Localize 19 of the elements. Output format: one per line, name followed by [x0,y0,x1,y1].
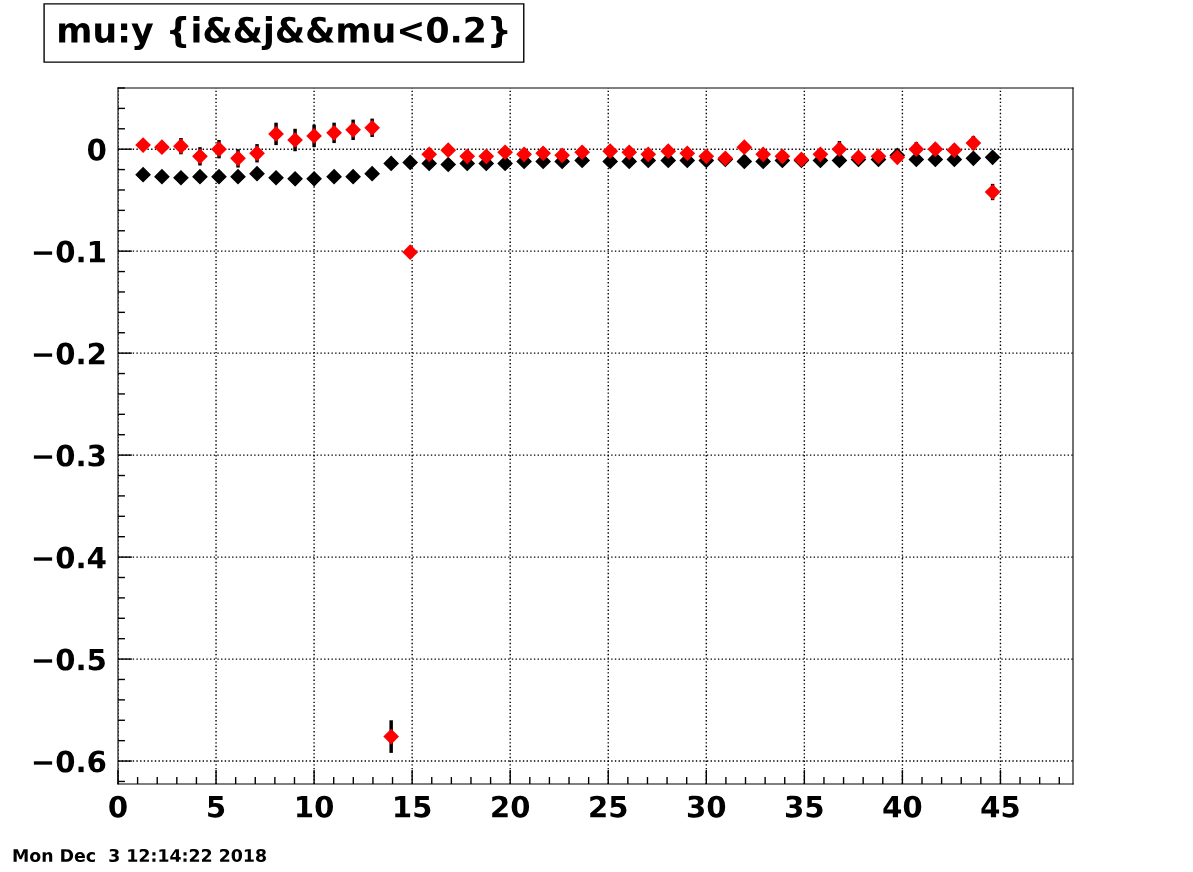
y-tick-label: −0.1 [33,240,105,263]
x-tick-label: 0 [109,795,127,818]
x-tick-label: 25 [590,795,627,818]
text: Mon Dec 3 12:14:22 2018 [13,848,266,863]
y-tick-label: −0.3 [33,444,105,467]
y-tick-label: −0.4 [33,546,106,569]
y-tick-label: −0.2 [33,342,105,365]
x-tick-label: 45 [981,796,1019,818]
y-tick-label: −0.6 [33,750,106,773]
x-tick-label: 35 [786,795,823,818]
x-tick-label: 15 [395,796,431,818]
chart-title: mu:y {i&&j&&mu<0.2} [59,16,508,50]
x-tick-label: 20 [492,795,530,818]
x-tick-label: 10 [297,795,333,818]
x-tick-label: 40 [883,795,922,818]
y-tick-label: 0 [87,138,106,161]
x-tick-label: 30 [687,795,726,818]
x-tick-label: 5 [208,796,225,818]
y-tick-label: −0.5 [33,648,105,671]
